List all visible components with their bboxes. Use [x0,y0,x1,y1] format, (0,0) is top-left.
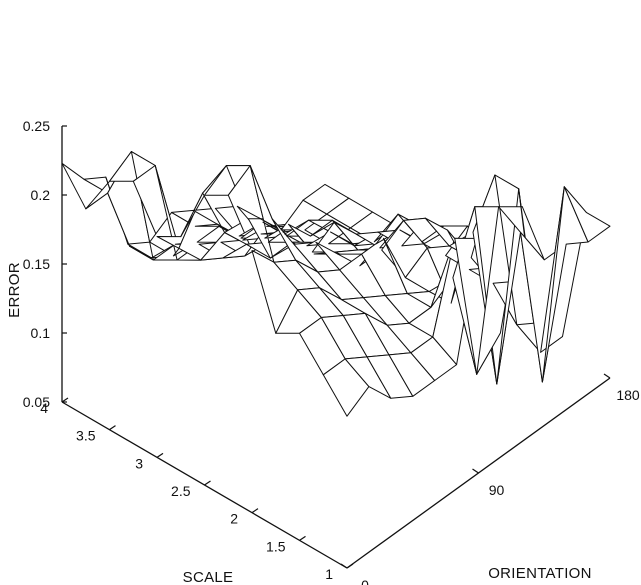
surface-patch [275,289,322,334]
surface-patch [363,295,410,326]
surface-mesh-cell [563,186,611,243]
scale-tick-label: 1 [325,566,333,582]
z-tick-label: 0.1 [31,325,51,341]
surface-patch [319,287,366,316]
scale-tick-mark [299,535,306,541]
orientation-tick-label: 0 [361,577,369,585]
z-tick-label: 0.25 [23,118,50,134]
surface-patch [157,193,203,249]
scale-tick-mark [346,563,354,569]
scale-tick-mark [61,397,69,403]
surface-patch [294,242,340,272]
surface-patch [389,352,435,397]
scale-tick-label: 3.5 [76,428,96,444]
surface-patch [299,317,346,375]
surface-patch [343,313,389,357]
surface-patch [367,354,413,399]
surface-patch [383,238,430,294]
orientation-tick-mark [472,468,479,474]
surface-patch [494,175,541,353]
scale-axis-title: SCALE [183,569,234,585]
surface-patch [339,254,386,298]
surface-patch [200,232,247,261]
z-tick-label: 0.05 [23,394,50,410]
scale-tick-label: 1.5 [266,538,286,554]
surface-patch [341,297,388,326]
surface-patch [361,238,408,296]
orientation-axis-title: ORIENTATION [488,565,592,582]
z-axis-title: ERROR [6,262,23,318]
ticks: 0.25 0.2 0.15 0.1 0.054 3.5 3 2.5 2 1.5 1 0 90 180 [23,118,640,585]
surface-patch [273,260,320,290]
surface-patch [542,186,589,382]
surface-patch [252,250,298,334]
scale-tick-label: 2 [230,511,238,527]
scale-tick-label: 4 [40,400,48,416]
surface-patch [321,315,368,359]
orientation-tick-label: 90 [489,482,505,498]
surface-patch [317,269,364,300]
scale-tick-mark [204,480,211,486]
surface-patch [295,260,342,300]
scale-tick-mark [156,452,164,458]
surface-patch [297,287,344,318]
orientation-tick-mark [603,373,611,379]
surface-patch [410,337,457,381]
orientation-tick-mark [340,563,348,569]
surface-patch [315,242,362,270]
orientation-tick-label: 180 [616,387,640,403]
z-tick-label: 0.15 [23,256,50,272]
scale-tick-mark [109,425,116,431]
z-tick-label: 0.2 [31,187,51,203]
surface-patch [365,313,411,355]
surface-patch [312,222,358,252]
scale-tick-label: 3 [135,455,143,471]
scale-tick-mark [251,508,259,514]
error-surface [61,151,611,417]
scale-tick-label: 2.5 [171,483,191,499]
surface-patch [337,238,384,266]
surface-patch [409,238,455,337]
surface-patch [345,356,391,399]
